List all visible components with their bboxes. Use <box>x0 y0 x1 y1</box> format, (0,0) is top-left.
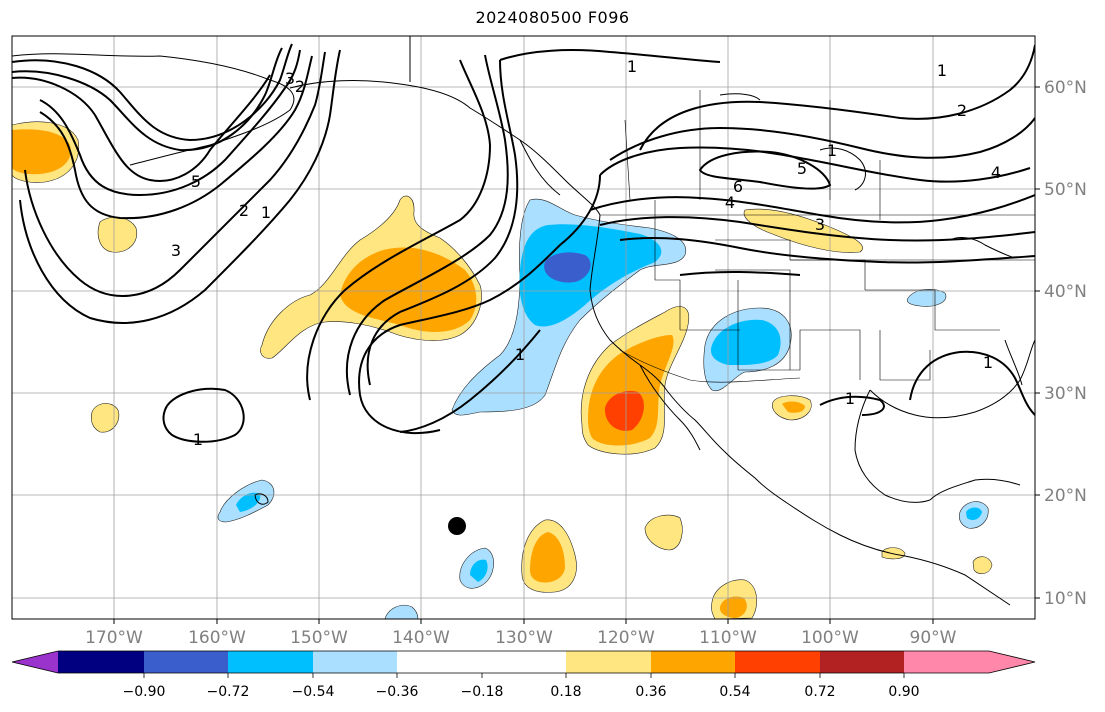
latitude-labels: 60°N 50°N 40°N 30°N 20°N 10°N <box>1035 78 1087 609</box>
colorbar-tick-label: −0.54 <box>292 684 335 700</box>
colorbar-tick-label: 0.72 <box>804 684 835 700</box>
colorbar-tick-label: −0.72 <box>207 684 250 700</box>
latitude-label: 20°N <box>1044 486 1087 506</box>
colorbar-segment <box>397 651 482 673</box>
positive-anomaly-region <box>782 401 805 413</box>
colorbar-segment <box>313 651 397 673</box>
latitude-label: 40°N <box>1044 282 1087 302</box>
colorbar-tick-label: −0.90 <box>123 684 166 700</box>
negative-anomaly-region <box>384 604 419 619</box>
longitude-label: 110°W <box>699 628 757 648</box>
latitude-label: 10°N <box>1044 589 1087 609</box>
colorbar-tick-label: 0.36 <box>635 684 666 700</box>
colorbar-segment <box>735 651 820 673</box>
longitude-labels: 170°W 160°W 150°W 140°W 130°W 120°W 110°… <box>85 619 957 648</box>
negative-anomaly-region <box>906 289 947 307</box>
contour-labels: 1 2 3 5 1 3 2 1 6 5 3 4 1 2 4 1 1 1 1 <box>171 57 1001 449</box>
anomaly-shading <box>12 121 993 619</box>
positive-anomaly-region <box>12 129 71 175</box>
contour-label: 1 <box>515 345 525 364</box>
positive-anomaly-region <box>972 556 993 574</box>
contour-label: 4 <box>725 193 735 212</box>
colorbar-segment <box>58 651 144 673</box>
negative-anomaly-region <box>470 559 488 582</box>
plot-title: 2024080500 F096 <box>475 8 630 27</box>
longitude-label: 160°W <box>188 628 246 648</box>
colorbar-segment <box>904 651 989 673</box>
colorbar-tick-label: −0.36 <box>376 684 419 700</box>
contour-label: 2 <box>239 201 249 220</box>
contour-label: 2 <box>957 101 967 120</box>
location-marker <box>448 517 466 535</box>
longitude-label: 150°W <box>290 628 348 648</box>
colorbar-tick-label: 0.18 <box>550 684 581 700</box>
contour-label: 4 <box>991 163 1001 182</box>
latitude-label: 50°N <box>1044 180 1087 200</box>
negative-anomaly-region <box>544 252 591 283</box>
contour-label: 1 <box>261 203 271 222</box>
longitude-label: 140°W <box>392 628 450 648</box>
colorbar-segment <box>566 651 651 673</box>
negative-anomaly-region <box>236 492 261 512</box>
positive-anomaly-region <box>644 514 683 551</box>
graticule <box>12 36 1035 619</box>
colorbar-tick-label: 0.90 <box>888 684 919 700</box>
contour-label: 5 <box>191 172 201 191</box>
contour-label: 1 <box>845 389 855 408</box>
colorbar-segment <box>482 651 566 673</box>
negative-anomaly-region <box>966 507 982 520</box>
colorbar-extend-high <box>989 651 1035 673</box>
contour-label: 1 <box>827 141 837 160</box>
colorbar-segment <box>144 651 228 673</box>
longitude-label: 170°W <box>85 628 143 648</box>
contour-label: 5 <box>797 159 807 178</box>
longitude-label: 120°W <box>597 628 655 648</box>
colorbar-segment <box>228 651 313 673</box>
colorbar-extend-low <box>12 651 58 673</box>
positive-anomaly-region <box>604 390 644 431</box>
positive-anomaly-region <box>881 547 906 560</box>
contour-label: 1 <box>937 61 947 80</box>
longitude-label: 130°W <box>495 628 553 648</box>
colorbar-segment <box>651 651 735 673</box>
contour-label: 3 <box>171 241 181 260</box>
contour-label: 6 <box>733 177 743 196</box>
longitude-label: 90°W <box>910 628 957 648</box>
colorbar-tick-label: 0.54 <box>719 684 750 700</box>
longitude-label: 100°W <box>801 628 859 648</box>
positive-anomaly-region <box>530 532 565 583</box>
colorbar: −0.90 −0.72 −0.54 −0.36 −0.18 0.18 0.36 … <box>11 650 1036 700</box>
colorbar-tick-label: −0.18 <box>461 684 504 700</box>
contour-label: 3 <box>815 215 825 234</box>
contour-label: 1 <box>193 430 203 449</box>
contour-label: 2 <box>295 77 305 96</box>
height-contours <box>12 43 1035 443</box>
contour-label: 3 <box>285 69 295 88</box>
positive-anomaly-region <box>719 596 747 618</box>
latitude-label: 30°N <box>1044 384 1087 404</box>
contour-label: 1 <box>983 353 993 372</box>
colorbar-segment <box>820 651 904 673</box>
contour-label: 1 <box>627 57 637 76</box>
latitude-label: 60°N <box>1044 78 1087 98</box>
positive-anomaly-region <box>90 403 120 433</box>
